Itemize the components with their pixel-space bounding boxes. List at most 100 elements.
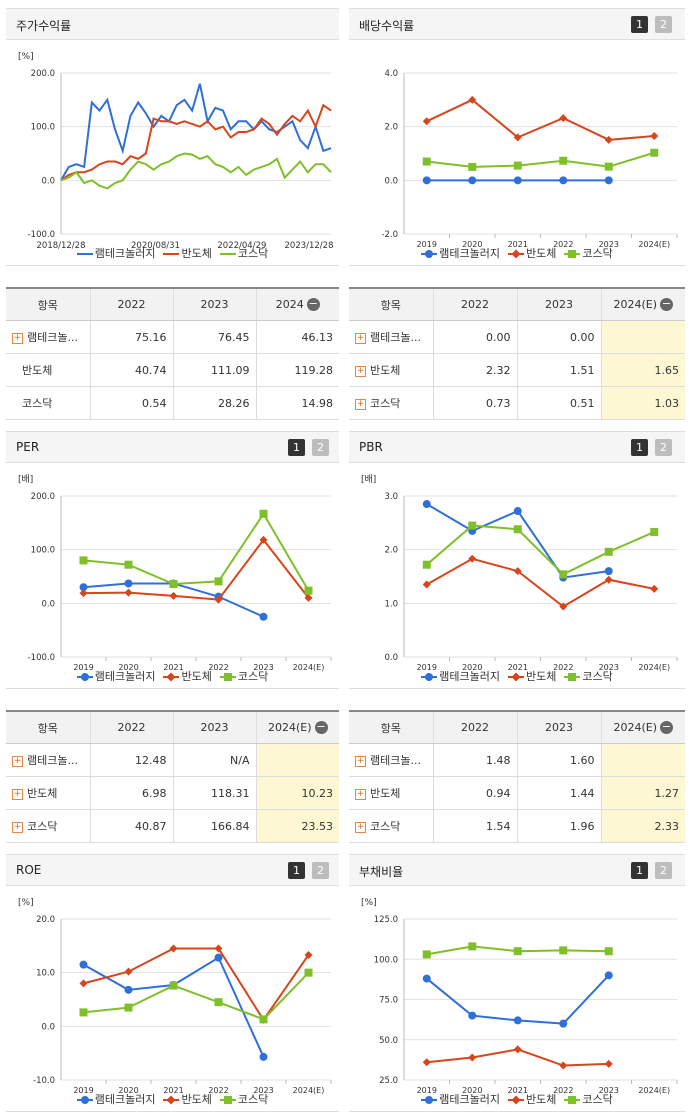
y-tick-label: -2.0 [381, 230, 398, 240]
row-label-cell: + 램테크놀... [349, 320, 433, 354]
header-label: 2024(E) [613, 297, 658, 311]
legend-item-kosdaq[interactable]: 코스닥 [564, 1091, 613, 1107]
table-cell: 12.48 [89, 743, 173, 777]
legend-item-lamtech[interactable]: 램테크놀러지 [76, 1091, 155, 1107]
table-header-cell: 2024(E) − [600, 287, 685, 321]
expand-icon[interactable]: + [355, 755, 366, 767]
table-header-cell: 2024(E) − [600, 710, 685, 744]
x-tick-label: 2020 [118, 663, 138, 672]
page-1-button[interactable]: 1 [631, 16, 648, 33]
expand-icon[interactable]: + [12, 332, 23, 344]
header-label: 2024 [275, 297, 304, 311]
y-tick-label: 100.0 [374, 955, 398, 965]
page-2-button[interactable]: 2 [312, 439, 329, 456]
collapse-icon[interactable]: − [660, 297, 674, 312]
page-1-button[interactable]: 1 [631, 439, 648, 456]
data-point-kosdaq [604, 947, 613, 956]
expand-icon[interactable]: + [12, 821, 23, 833]
legend-item-semiconductor[interactable]: 반도체 [163, 1091, 212, 1107]
page-1-button[interactable]: 1 [288, 439, 305, 456]
header-label: 2022 [461, 298, 489, 311]
chart-legend: 램테크놀러지 반도체 코스닥 [6, 668, 339, 684]
table-cell: 1.27 [600, 776, 685, 810]
legend-item-kosdaq[interactable]: 코스닥 [564, 245, 613, 261]
collapse-icon[interactable]: − [660, 720, 674, 735]
expand-icon[interactable]: + [355, 398, 366, 410]
series-line-semiconductor [83, 947, 310, 1022]
legend-label: 램테크놀러지 [94, 247, 156, 260]
table-header-cell: 항목 [6, 710, 90, 744]
data-point-semiconductor [214, 944, 223, 953]
table-cell: 0.00 [516, 320, 601, 354]
collapse-icon[interactable]: − [306, 297, 320, 312]
dividend-yield-table: 항목 2022 2023 2024(E) − + 램테크놀... 0.00 0.00 + 반도체 2.… [349, 287, 685, 420]
panel-title: PBR [359, 440, 383, 454]
legend-item-semiconductor[interactable]: 반도체 [507, 1091, 556, 1107]
table-header-cell: 2023 [516, 710, 601, 744]
chart-legend: 램테크놀러지 반도체 코스닥 [349, 668, 685, 684]
data-point-kosdaq [513, 161, 522, 170]
legend-item-semiconductor[interactable]: 반도체 [507, 245, 556, 261]
roe-panel: ROE 1 2 [%] 20.0 10.0 0.0 -10.0 2019 2020 2021 2… [6, 854, 339, 1112]
legend-item-kosdaq[interactable]: 코스닥 [219, 1091, 268, 1107]
legend-swatch [219, 672, 236, 682]
legend-item-kosdaq[interactable]: 코스닥 [219, 245, 268, 261]
x-tick-label: 2022 [553, 240, 573, 249]
data-point-kosdaq [169, 981, 178, 990]
series-line-lamtech [83, 582, 264, 618]
header-label: 항목 [37, 721, 58, 735]
legend-item-lamtech[interactable]: 램테크놀러지 [421, 245, 500, 261]
legend-item-kosdaq[interactable]: 코스닥 [564, 668, 613, 684]
table-cell: 166.84 [172, 809, 256, 843]
table-cell: 118.31 [172, 776, 256, 810]
x-tick-label: 2024(E) [293, 663, 325, 672]
legend-item-semiconductor[interactable]: 반도체 [507, 668, 557, 684]
table-cell: 1.44 [516, 776, 601, 810]
table-header-cell: 2024(E) − [255, 710, 339, 744]
page-2-button[interactable]: 2 [655, 862, 672, 879]
row-label-cell: 코스닥 [6, 386, 90, 420]
expand-icon[interactable]: + [12, 755, 23, 767]
expand-icon[interactable]: + [355, 365, 366, 377]
dividend-yield-panel: 배당수익률 1 2 4.0 2.0 0.0 -2.0 2019 2020 2021 2022 2… [349, 8, 685, 266]
legend-item-semiconductor[interactable]: 반도체 [163, 245, 212, 261]
data-point-semiconductor [468, 1053, 477, 1062]
legend-label: 반도체 [525, 670, 557, 683]
debt-ratio-panel: 부채비율 1 2 [%] 125.0 100.0 75.0 50.0 25.0 2019 20… [349, 854, 685, 1112]
legend-swatch [507, 672, 524, 682]
table-cell: 0.54 [89, 386, 173, 420]
expand-icon[interactable]: + [355, 821, 366, 833]
legend-item-lamtech[interactable]: 램테크놀러지 [76, 245, 156, 261]
expand-icon[interactable]: + [12, 788, 23, 800]
page-2-button[interactable]: 2 [655, 439, 672, 456]
panel-header: PBR 1 2 [349, 431, 685, 463]
x-tick-label: 2023 [599, 663, 619, 672]
page-2-button[interactable]: 2 [312, 862, 329, 879]
data-point-lamtech [124, 985, 133, 994]
y-tick-label: 2.0 [384, 546, 398, 556]
legend-item-kosdaq[interactable]: 코스닥 [219, 668, 268, 684]
data-point-semiconductor [422, 580, 431, 589]
legend-item-lamtech[interactable]: 램테크놀러지 [76, 668, 155, 684]
page-1-button[interactable]: 1 [288, 862, 305, 879]
x-tick-label: 2021 [508, 240, 528, 249]
data-point-semiconductor [124, 967, 133, 976]
x-tick-label: 2024(E) [293, 1086, 325, 1095]
y-tick-label: 75.0 [379, 996, 398, 1006]
legend-swatch [564, 249, 581, 259]
panel-header: 주가수익률 [6, 8, 339, 40]
page-2-button[interactable]: 2 [655, 16, 672, 33]
data-point-semiconductor [79, 979, 88, 988]
debt-ratio-chart: [%] 125.0 100.0 75.0 50.0 25.0 2019 2020 2021 202… [361, 898, 678, 1095]
legend-item-lamtech[interactable]: 램테크놀러지 [421, 1091, 500, 1107]
collapse-icon[interactable]: − [314, 720, 328, 735]
data-point-semiconductor [604, 135, 613, 144]
chart-legend: 램테크놀러지 반도체 코스닥 [349, 1091, 685, 1107]
page-1-button[interactable]: 1 [631, 862, 648, 879]
x-tick-label: 2022/04/29 [217, 241, 266, 251]
expand-icon[interactable]: + [355, 788, 366, 800]
table-header-cell: 2022 [89, 710, 173, 744]
legend-item-semiconductor[interactable]: 반도체 [163, 668, 212, 684]
legend-item-lamtech[interactable]: 램테크놀러지 [421, 668, 500, 684]
expand-icon[interactable]: + [355, 332, 366, 344]
